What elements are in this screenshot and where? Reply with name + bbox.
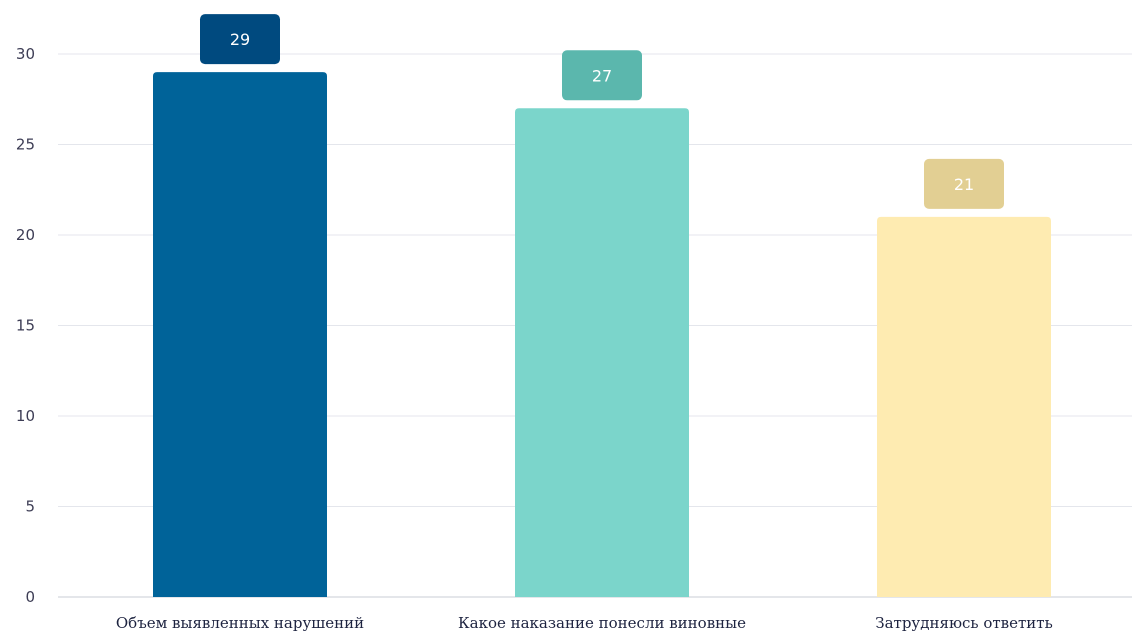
value-badge: [924, 158, 1004, 209]
value-badge: [562, 50, 642, 101]
y-tick-label: 10: [16, 407, 35, 425]
y-tick-label: 5: [25, 498, 35, 516]
bar: [153, 72, 327, 598]
value-badge: [200, 14, 280, 65]
data-label: 29: [230, 30, 250, 49]
y-tick-label: 30: [16, 45, 35, 63]
bar: [877, 216, 1051, 597]
y-axis: 0 5 10 15 20 25 30: [16, 45, 35, 606]
y-tick-label: 15: [16, 317, 35, 335]
x-tick-label: Затрудняюсь ответить: [875, 614, 1053, 632]
x-tick-label: Объем выявленных нарушений: [116, 614, 364, 632]
x-axis: Объем выявленных нарушений Какое наказани…: [116, 614, 1053, 632]
x-tick-label: Какое наказание понесли виновные: [458, 614, 746, 632]
data-label: 27: [592, 66, 612, 85]
y-tick-label: 0: [25, 588, 35, 606]
bars: [153, 72, 1051, 598]
bar: [515, 108, 689, 598]
y-tick-label: 25: [16, 136, 35, 154]
y-tick-label: 20: [16, 226, 35, 244]
value-labels: 29 27 21: [200, 14, 1004, 209]
data-label: 21: [954, 175, 974, 194]
